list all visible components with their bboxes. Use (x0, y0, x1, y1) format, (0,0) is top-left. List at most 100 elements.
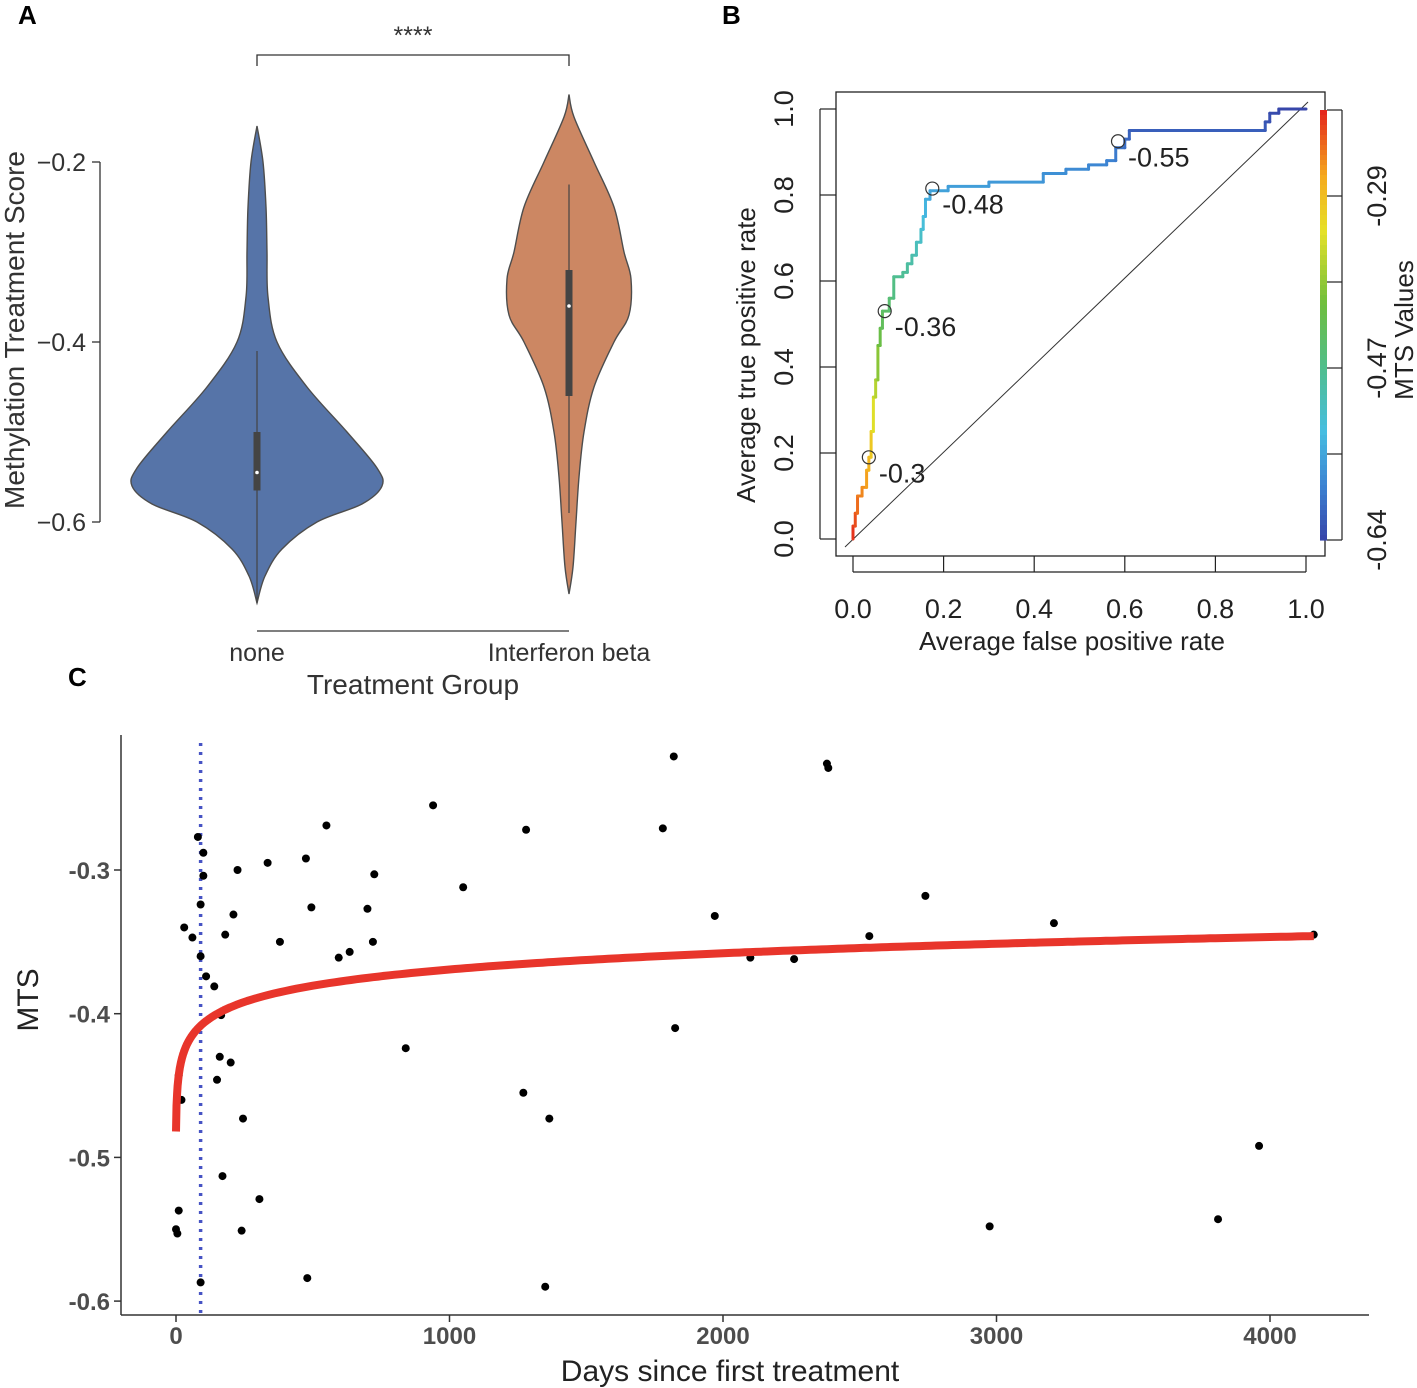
data-point (307, 903, 316, 912)
colorbar-tick-label: -0.47 (1362, 337, 1392, 399)
median-dot (567, 304, 571, 308)
y-axis-title: MTS (12, 968, 45, 1031)
violin-plot: −0.2 −0.4 −0.6 **** none Interferon beta Tr… (0, 22, 650, 700)
significance-stars: **** (394, 22, 433, 50)
y-axis-title: Average true positive rate (731, 207, 761, 503)
colorbar-segment (1320, 350, 1327, 356)
colorbar-segment (1320, 215, 1327, 221)
colorbar-segment (1320, 190, 1327, 196)
colorbar-segment (1320, 370, 1327, 376)
x-axis-title: Treatment Group (307, 669, 519, 700)
data-point (275, 937, 284, 946)
colorbar-segment (1320, 435, 1327, 441)
data-point (199, 848, 208, 857)
x-tick-label: 4000 (1243, 1323, 1296, 1350)
colorbar-segment (1320, 170, 1327, 176)
data-point (824, 763, 833, 772)
data-point (921, 891, 930, 900)
colorbar-segment (1320, 345, 1327, 351)
colorbar-segment (1320, 375, 1327, 381)
colorbar-segment (1320, 365, 1327, 371)
colorbar-segment (1320, 475, 1327, 481)
data-point (221, 930, 230, 939)
x-axis-title: Average false positive rate (919, 626, 1225, 656)
colorbar-segment (1320, 510, 1327, 516)
data-point (174, 1206, 183, 1215)
x-tick-label: 3000 (970, 1323, 1023, 1350)
colorbar-segment (1320, 325, 1327, 331)
data-point (199, 871, 208, 880)
colorbar-segment (1320, 310, 1327, 316)
colorbar-segment (1320, 500, 1327, 506)
data-point (196, 1278, 205, 1287)
colorbar-segment (1320, 205, 1327, 211)
colorbar-segment (1320, 360, 1327, 366)
x-tick-label: 1000 (423, 1323, 476, 1350)
x-tick-label: 2000 (696, 1323, 749, 1350)
threshold-label: -0.36 (895, 312, 957, 342)
colorbar-segment (1320, 225, 1327, 231)
iqr-box (565, 270, 573, 396)
colorbar-segment (1320, 235, 1327, 241)
x-tick-label: 0.6 (1106, 594, 1144, 624)
data-point (545, 1114, 554, 1123)
colorbar-segment (1320, 445, 1327, 451)
colorbar-segment (1320, 535, 1327, 541)
colorbar-segment (1320, 380, 1327, 386)
data-point (210, 982, 219, 991)
colorbar-segment (1320, 330, 1327, 336)
x-axis-title: Days since first treatment (561, 1355, 900, 1388)
x-tick-label: 0.8 (1197, 594, 1235, 624)
data-point (334, 953, 343, 962)
data-point (218, 1172, 227, 1181)
x-tick-label: none (229, 639, 285, 667)
data-point (790, 955, 799, 964)
y-axis-title: Methylation Treatment Score (0, 151, 30, 509)
colorbar-segment (1320, 390, 1327, 396)
colorbar-segment (1320, 460, 1327, 466)
data-point (173, 1229, 182, 1238)
data-point (671, 1024, 680, 1033)
data-point (193, 832, 202, 841)
panel-label-a: A (18, 0, 37, 30)
x-tick-label: 0.4 (1015, 594, 1053, 624)
data-point (865, 932, 874, 941)
colorbar-segment (1320, 455, 1327, 461)
colorbar-segment (1320, 220, 1327, 226)
data-point (710, 911, 719, 920)
colorbar-segment (1320, 355, 1327, 361)
colorbar-segment (1320, 210, 1327, 216)
data-point (669, 752, 678, 761)
data-point (213, 1075, 222, 1084)
log-fit-curve (172, 932, 1314, 1132)
colorbar-segment (1320, 530, 1327, 536)
colorbar-segment (1320, 230, 1327, 236)
colorbar-segment (1320, 420, 1327, 426)
colorbar-segment (1320, 335, 1327, 341)
colorbar-segment (1320, 245, 1327, 251)
colorbar-segment (1320, 130, 1327, 136)
data-point (363, 904, 372, 913)
colorbar-segment (1320, 265, 1327, 271)
colorbar-segment (1320, 160, 1327, 166)
colorbar-segment (1320, 485, 1327, 491)
colorbar-title: MTS Values (1389, 260, 1417, 400)
threshold-marker (861, 450, 876, 465)
colorbar-segment (1320, 465, 1327, 471)
colorbar-segment (1320, 515, 1327, 521)
colorbar-segment (1320, 290, 1327, 296)
y-tick-label: 0.8 (769, 176, 799, 214)
iqr-box (253, 432, 261, 491)
colorbar-segment (1320, 280, 1327, 286)
data-point (322, 821, 331, 830)
data-point (345, 947, 354, 956)
data-point (519, 1088, 528, 1097)
data-point (541, 1282, 550, 1291)
y-tick-label: −0.6 (37, 509, 86, 537)
data-point (255, 1195, 264, 1204)
data-point (368, 937, 377, 946)
colorbar-tick-label: -0.64 (1362, 509, 1392, 571)
y-tick-label: 1.0 (769, 90, 799, 128)
colorbar-segment (1320, 425, 1327, 431)
colorbar-segment (1320, 315, 1327, 321)
